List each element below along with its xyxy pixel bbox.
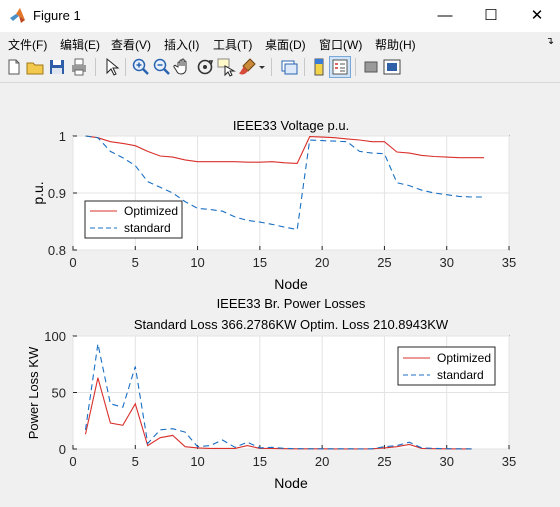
x-tick-label: 0 bbox=[69, 255, 76, 270]
voltage-legend[interactable]: Optimized standard bbox=[84, 200, 183, 239]
voltage-grid bbox=[72, 135, 510, 251]
data-cursor-icon[interactable] bbox=[216, 57, 236, 77]
print-icon[interactable] bbox=[69, 57, 89, 77]
losses-legend-box bbox=[397, 346, 496, 386]
legend-standard-label: standard bbox=[437, 368, 484, 382]
menu-help[interactable]: 帮助(H) bbox=[375, 38, 416, 52]
matlab-logo-icon bbox=[10, 8, 25, 23]
y-tick-label: 0.8 bbox=[48, 243, 66, 258]
x-tick-label: 30 bbox=[439, 454, 453, 469]
toolbar-separator bbox=[355, 58, 356, 76]
series-line-standard bbox=[85, 135, 485, 231]
close-button[interactable]: ✕ bbox=[530, 7, 544, 24]
figure-canvas: 0 5 10 15 20 25 30 35 0.8 0.9 1 IEEE33 Voltage p.u… bbox=[0, 83, 560, 502]
link-plot-icon[interactable] bbox=[279, 57, 299, 77]
chevron-down-icon[interactable] bbox=[257, 57, 267, 77]
y-tick-label: 50 bbox=[52, 386, 66, 401]
window-title: Figure 1 bbox=[33, 8, 81, 23]
menu-desktop[interactable]: 桌面(D) bbox=[265, 38, 306, 52]
figure-toolbar bbox=[0, 54, 560, 83]
colorbar-icon[interactable] bbox=[309, 57, 329, 77]
menu-insert[interactable]: 插入(I) bbox=[164, 38, 200, 52]
toolbar-separator bbox=[125, 58, 126, 76]
voltage-axes[interactable]: 0 5 10 15 20 25 30 35 0.8 0.9 1 IEEE33 Voltage p.u… bbox=[30, 118, 516, 292]
show-plot-tools-icon[interactable] bbox=[382, 57, 402, 77]
x-tick-label: 15 bbox=[253, 454, 267, 469]
legend-optimized-label: Optimized bbox=[437, 351, 491, 365]
legend-optimized-label: Optimized bbox=[124, 204, 178, 218]
losses-plot-subtitle: Standard Loss 366.2786KW Optim. Loss 210… bbox=[134, 317, 449, 332]
voltage-legend-box bbox=[84, 200, 183, 239]
x-tick-label: 15 bbox=[253, 255, 267, 270]
menu-view[interactable]: 查看(V) bbox=[111, 38, 151, 52]
y-tick-label: 1 bbox=[59, 129, 66, 144]
losses-series bbox=[84, 343, 472, 450]
menu-edit[interactable]: 编辑(E) bbox=[60, 38, 100, 52]
menu-tools[interactable]: 工具(T) bbox=[213, 38, 253, 52]
x-tick-label: 20 bbox=[315, 454, 329, 469]
maximize-button[interactable]: ☐ bbox=[484, 7, 498, 24]
toolbar-separator bbox=[271, 58, 272, 76]
minimize-button[interactable]: — bbox=[437, 7, 453, 24]
y-tick-label: 0 bbox=[59, 442, 66, 457]
losses-ticks: 0 5 10 15 20 25 30 35 0 50 100 bbox=[44, 329, 516, 469]
save-icon[interactable] bbox=[47, 57, 67, 77]
pointer-icon[interactable] bbox=[101, 57, 121, 77]
x-tick-label: 5 bbox=[132, 454, 139, 469]
zoom-in-icon[interactable] bbox=[131, 57, 151, 77]
dock-arrow-icon[interactable]: ↴ bbox=[545, 36, 554, 47]
losses-legend[interactable]: Optimized standard bbox=[397, 346, 496, 386]
rotate-3d-icon[interactable] bbox=[195, 57, 215, 77]
open-file-icon[interactable] bbox=[25, 57, 45, 77]
x-tick-label: 10 bbox=[190, 454, 204, 469]
new-figure-icon[interactable] bbox=[4, 57, 24, 77]
voltage-xlabel: Node bbox=[274, 276, 308, 292]
hide-plot-tools-icon[interactable] bbox=[361, 57, 381, 77]
zoom-out-icon[interactable] bbox=[152, 57, 172, 77]
title-bar: Figure 1 — ☐ ✕ bbox=[0, 0, 560, 32]
brush-icon[interactable] bbox=[237, 57, 257, 77]
pan-hand-icon[interactable] bbox=[173, 57, 193, 77]
toolbar-separator bbox=[304, 58, 305, 76]
series-line-optimized bbox=[84, 377, 472, 450]
voltage-series bbox=[85, 135, 485, 231]
y-tick-label: 0.9 bbox=[48, 186, 66, 201]
losses-ylabel: Power Loss KW bbox=[26, 346, 41, 439]
legend-icon[interactable] bbox=[329, 56, 351, 78]
plots-svg: 0 5 10 15 20 25 30 35 0.8 0.9 1 IEEE33 Voltage p.u… bbox=[26, 118, 516, 491]
x-tick-label: 25 bbox=[377, 255, 391, 270]
x-tick-label: 25 bbox=[377, 454, 391, 469]
x-tick-label: 35 bbox=[502, 255, 516, 270]
voltage-ylabel: p.u. bbox=[30, 181, 46, 204]
x-tick-label: 0 bbox=[69, 454, 76, 469]
voltage-plot-title: IEEE33 Voltage p.u. bbox=[233, 118, 349, 133]
losses-axes[interactable]: 0 5 10 15 20 25 30 35 0 50 100 IEEE33 Br. Power Lo… bbox=[26, 296, 516, 491]
x-tick-label: 10 bbox=[190, 255, 204, 270]
x-tick-label: 30 bbox=[439, 255, 453, 270]
menu-bar: 文件(F) 编辑(E) 查看(V) 插入(I) 工具(T) 桌面(D) 窗口(W… bbox=[0, 32, 560, 54]
menu-file[interactable]: 文件(F) bbox=[8, 38, 48, 52]
series-line-standard bbox=[84, 343, 472, 450]
x-tick-label: 20 bbox=[315, 255, 329, 270]
x-tick-label: 5 bbox=[132, 255, 139, 270]
menu-window[interactable]: 窗口(W) bbox=[319, 38, 363, 52]
x-tick-label: 35 bbox=[502, 454, 516, 469]
voltage-ticks: 0 5 10 15 20 25 30 35 0.8 0.9 1 bbox=[48, 129, 516, 270]
series-line-optimized bbox=[85, 135, 485, 164]
legend-standard-label: standard bbox=[124, 221, 171, 235]
losses-xlabel: Node bbox=[274, 475, 308, 491]
y-tick-label: 100 bbox=[44, 329, 66, 344]
losses-plot-title: IEEE33 Br. Power Losses bbox=[217, 296, 366, 311]
toolbar-separator bbox=[95, 58, 96, 76]
